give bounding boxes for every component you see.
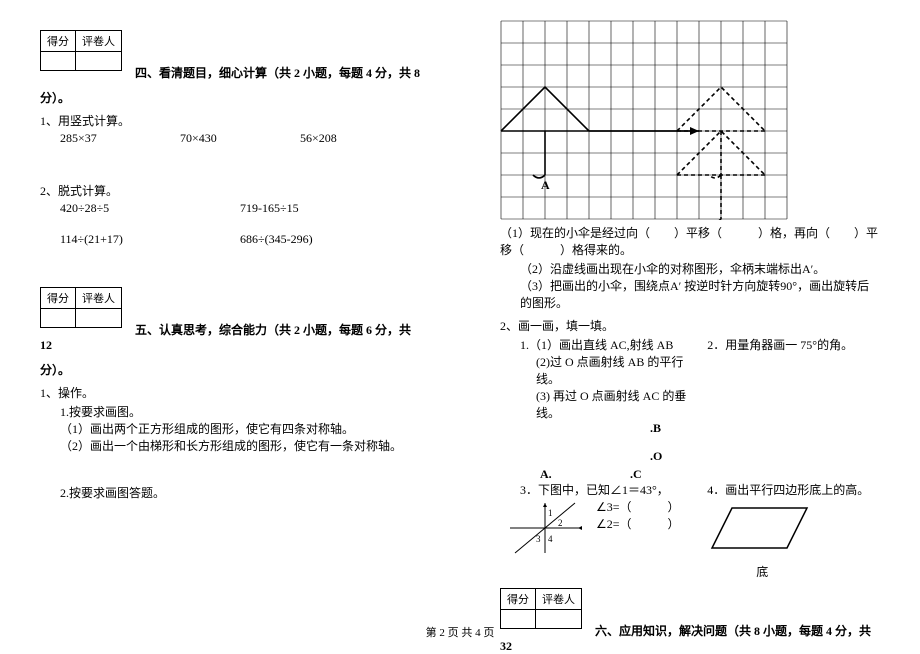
score-box-4: 得分评卷人 <box>40 30 122 71</box>
score-label: 得分 <box>501 589 536 610</box>
t2: （2）沿虚线画出现在小伞的对称图形，伞柄末端标出A′。 <box>520 260 880 277</box>
section-5-tail: 分）。 <box>40 361 420 378</box>
score-label: 得分 <box>41 288 76 309</box>
q2-r2-2: 686÷(345-296) <box>240 232 420 247</box>
label-A: A. <box>540 467 552 482</box>
grader-label: 评卷人 <box>76 288 122 309</box>
op1a1: （1）画出两个正方形组成的图形，使它有四条对称轴。 <box>60 420 420 437</box>
op1a: 1.按要求画图。 <box>60 403 420 420</box>
q2-1b: (2)过 O 点画射线 AB 的平行线。 <box>536 353 707 387</box>
score-box-6: 得分评卷人 <box>500 588 582 629</box>
svg-text:3: 3 <box>536 534 541 544</box>
q2-1a: 1.（1）画出直线 AC,射线 AB <box>520 336 707 353</box>
q1-items: 285×37 70×430 56×208 <box>60 131 420 146</box>
q2-head-r: 2、画一画，填一填。 <box>500 317 880 334</box>
q4-head: 4．画出平行四边形底上的高。 <box>707 481 880 498</box>
q3-b: ∠2=（ ） <box>596 515 680 532</box>
q2-r2-1: 114÷(21+17) <box>60 232 240 247</box>
q2-r1-2: 719-165÷15 <box>240 201 420 216</box>
op1: 1、操作。 <box>40 384 420 401</box>
svg-text:A: A <box>541 178 550 192</box>
q1-item-3: 56×208 <box>300 131 420 146</box>
t1: （1）现在的小伞是经过向（ ）平移（ ）格，再向（ ）平移（ ）格得来的。 <box>500 224 880 258</box>
label-O: .O <box>650 449 662 464</box>
svg-text:4: 4 <box>548 534 553 544</box>
q2-row2: 114÷(21+17) 686÷(345-296) <box>60 232 420 247</box>
angle-diagram: 1 2 3 4 <box>500 498 590 558</box>
label-B: .B <box>650 421 661 436</box>
q2-right: 2．用量角器画一 75°的角。 <box>707 336 880 421</box>
q2-head: 2、脱式计算。 <box>40 182 420 199</box>
score-label: 得分 <box>41 31 76 52</box>
svg-text:2: 2 <box>558 518 563 528</box>
q1-item-2: 70×430 <box>180 131 300 146</box>
grader-label: 评卷人 <box>76 31 122 52</box>
q2-row1: 420÷28÷5 719-165÷15 <box>60 201 420 216</box>
score-box-5: 得分评卷人 <box>40 287 122 328</box>
q2-1c: (3) 再过 O 点画射线 AC 的垂线。 <box>536 387 707 421</box>
q2-r1-1: 420÷28÷5 <box>60 201 240 216</box>
section-4-title: 四、看清题目，细心计算（共 2 小题，每题 4 分，共 8 <box>135 66 420 80</box>
grader-label: 评卷人 <box>536 589 582 610</box>
q3-head: 3．下图中，已知∠1＝43°， <box>520 481 707 498</box>
q4-base: 底 <box>707 563 817 580</box>
label-C: .C <box>630 467 642 482</box>
section-4-tail: 分）。 <box>40 89 420 106</box>
svg-text:1: 1 <box>548 508 553 518</box>
q1-head: 1、用竖式计算。 <box>40 112 420 129</box>
q1-item-1: 285×37 <box>60 131 180 146</box>
grid-diagram: A <box>500 20 788 220</box>
parallelogram-diagram <box>707 498 817 563</box>
q3-a: ∠3=（ ） <box>596 498 680 515</box>
op2: 2.按要求画图答题。 <box>60 484 420 501</box>
t3: （3）把画出的小伞，围绕点A′ 按逆时针方向旋转90°，画出旋转后的图形。 <box>520 277 880 311</box>
op1a2: （2）画出一个由梯形和长方形组成的图形，使它有一条对称轴。 <box>60 437 420 454</box>
